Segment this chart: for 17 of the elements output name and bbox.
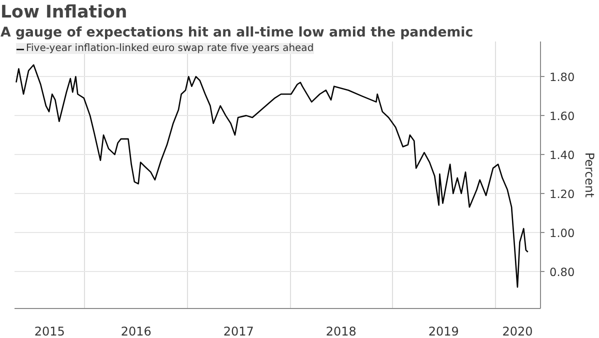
line-series xyxy=(16,64,529,288)
y-tick-label: 1.80 xyxy=(550,70,575,84)
y-tick-label: 1.60 xyxy=(550,109,575,124)
y-tick-label: 1.00 xyxy=(550,226,575,240)
x-tick-label: 2016 xyxy=(120,324,152,338)
chart-title: Low Inflation xyxy=(0,2,128,22)
y-axis-title: Percent xyxy=(582,152,597,198)
x-tick-label: 2015 xyxy=(34,324,65,338)
x-tick-label: 2017 xyxy=(223,324,254,338)
y-tick-label: 0.80 xyxy=(550,264,575,279)
y-tick-label: 1.40 xyxy=(550,148,575,162)
chart-subtitle: A gauge of expectations hit an all-time low amid the pandemic xyxy=(0,26,474,40)
x-tick-label: 2019 xyxy=(428,324,459,338)
y-tick-label: 1.20 xyxy=(550,187,575,202)
x-tick-label: 2020 xyxy=(502,324,533,338)
legend-label: Five-year inflation-linked euro swap rate five years ahead xyxy=(26,43,314,54)
x-tick-label: 2018 xyxy=(326,324,356,338)
